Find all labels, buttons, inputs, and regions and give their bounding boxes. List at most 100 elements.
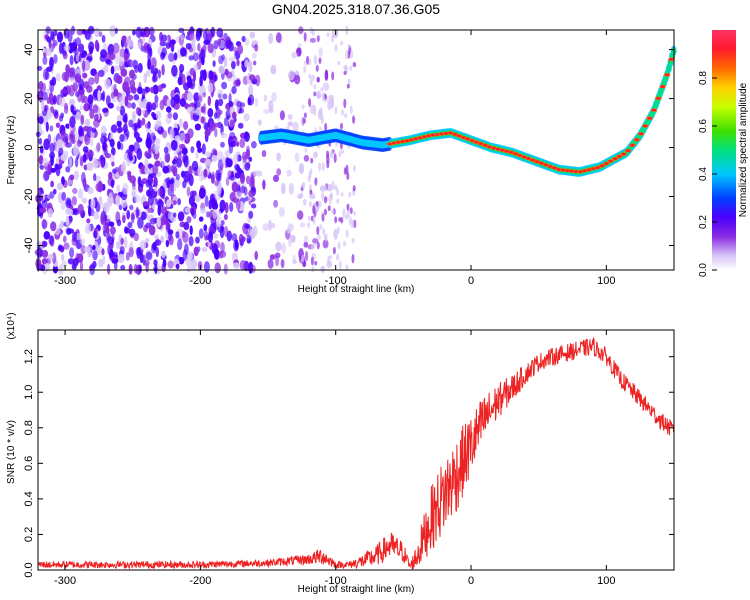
spectrogram-cell (62, 52, 68, 60)
spectrogram-cell (180, 170, 186, 178)
spectrogram-cell (324, 196, 327, 204)
spectrogram-cell (107, 263, 111, 275)
spectrogram-cell (331, 209, 335, 215)
spectrogram-cell (244, 38, 250, 46)
spectrogram-cell (58, 147, 64, 157)
spectrogram-cell (141, 117, 146, 126)
spectrogram-cell (301, 183, 305, 188)
spectrogram-cell (56, 139, 63, 149)
spectrogram-cell (172, 158, 178, 165)
spectrogram-cell (94, 72, 100, 85)
spectrogram-cell (320, 115, 324, 124)
spectrogram-cell (271, 92, 277, 102)
spectrogram-cell (160, 51, 165, 61)
spectrogram-cell (193, 64, 198, 72)
spectrogram-cell (263, 94, 268, 102)
spectrogram-cell (194, 123, 201, 131)
spectrogram-cell (63, 44, 71, 52)
spectrogram-cell (138, 264, 142, 273)
spectrogram-cell (39, 164, 44, 170)
spectrogram-cell (48, 254, 54, 260)
spectrogram-cell (114, 27, 118, 34)
spectrogram-cell (108, 221, 115, 227)
ridge-peak-core (409, 138, 414, 142)
spectrogram-cell (151, 111, 156, 118)
spectrogram-cell (103, 64, 109, 73)
spectrogram-cell (324, 233, 328, 242)
spectrogram-cell (172, 112, 178, 121)
spectrogram-cell (123, 236, 128, 249)
ridge-peak-core (517, 154, 522, 157)
spectrogram-cell (249, 31, 255, 39)
spectrogram-cell (172, 200, 177, 206)
spectrogram-cell (303, 66, 307, 74)
spectrogram-cell (58, 96, 66, 108)
spectrogram-cell (50, 180, 54, 188)
spectrogram-cell (74, 73, 82, 83)
spectrogram-cell (203, 103, 207, 115)
ridge-peak-core (469, 139, 475, 142)
ridge-peak-core (552, 166, 557, 170)
spectrogram-cell (280, 258, 285, 269)
spectrogram-cell (114, 65, 121, 72)
spectrogram-frame (37, 29, 675, 271)
spectrogram-cell (208, 199, 213, 210)
spectrogram-cell (160, 206, 168, 215)
spectrogram-cell (199, 75, 203, 87)
spectrogram-cell (69, 98, 76, 108)
spectrogram-cell (46, 109, 52, 120)
spectrogram-cell (147, 195, 154, 206)
spectrogram-cell (248, 74, 256, 81)
spectrogram-cell (248, 60, 253, 73)
spectrogram-cell (343, 98, 347, 109)
spectrogram-cell (193, 246, 199, 257)
spectrogram-cell (187, 251, 193, 261)
spectrogram-cell (198, 187, 206, 199)
spectrogram-cell (334, 106, 338, 115)
colorbar: 0.0 0.2 0.4 0.6 0.8 Normalized spectral ampl… (698, 30, 749, 277)
spectrogram-cell (342, 208, 346, 218)
spectrogram-cell (52, 42, 56, 49)
spectrogram-cell (326, 183, 333, 192)
spectrogram-cell (161, 214, 167, 226)
spectrogram-cell (84, 223, 92, 234)
ridge-peak-core (569, 169, 574, 173)
spectrogram-cell (262, 223, 270, 232)
spectrogram-cell (223, 263, 228, 275)
ridge-peak-core (508, 151, 514, 154)
spectrogram-cell (152, 84, 159, 95)
ridge-peak-core (599, 164, 605, 167)
spectrogram-cell (309, 37, 316, 43)
spectrogram-cell (67, 258, 75, 265)
spectrogram-cell (229, 174, 235, 181)
spectrogram-cell (47, 208, 53, 218)
spectrogram-cell (175, 231, 180, 239)
spectrogram-cell (41, 199, 48, 209)
spectrogram-cell (42, 56, 48, 65)
spectrogram-cell (313, 107, 317, 117)
spectrogram-cell (314, 177, 318, 186)
spectrogram-cell (349, 207, 353, 214)
spectrogram-cell (186, 266, 192, 273)
spectrogram-cell (168, 179, 175, 185)
spectrogram-cell (207, 95, 211, 106)
spectrogram-cell (54, 163, 59, 171)
spectrogram-cell (318, 47, 323, 57)
spectrogram-cell (343, 167, 347, 175)
spectrogram-cell (203, 224, 208, 232)
spectrogram-cell (233, 262, 240, 270)
spectrogram-cell (82, 95, 89, 104)
spectrogram-cell (177, 76, 183, 86)
spectrogram-cell (173, 52, 178, 61)
spectrogram-cell (275, 241, 282, 252)
spectrogram-cell (122, 183, 129, 195)
spectrogram-cell (257, 119, 262, 126)
spectrogram-cell (217, 151, 224, 163)
spectrogram-cell (167, 260, 174, 269)
spectrogram-cell (109, 25, 116, 37)
spectrogram-cell (326, 32, 330, 37)
spectrogram-cell (203, 122, 209, 131)
spectrogram-cell (49, 191, 55, 200)
spectrogram-cell (182, 180, 187, 189)
colorbar-gradient (712, 30, 736, 270)
